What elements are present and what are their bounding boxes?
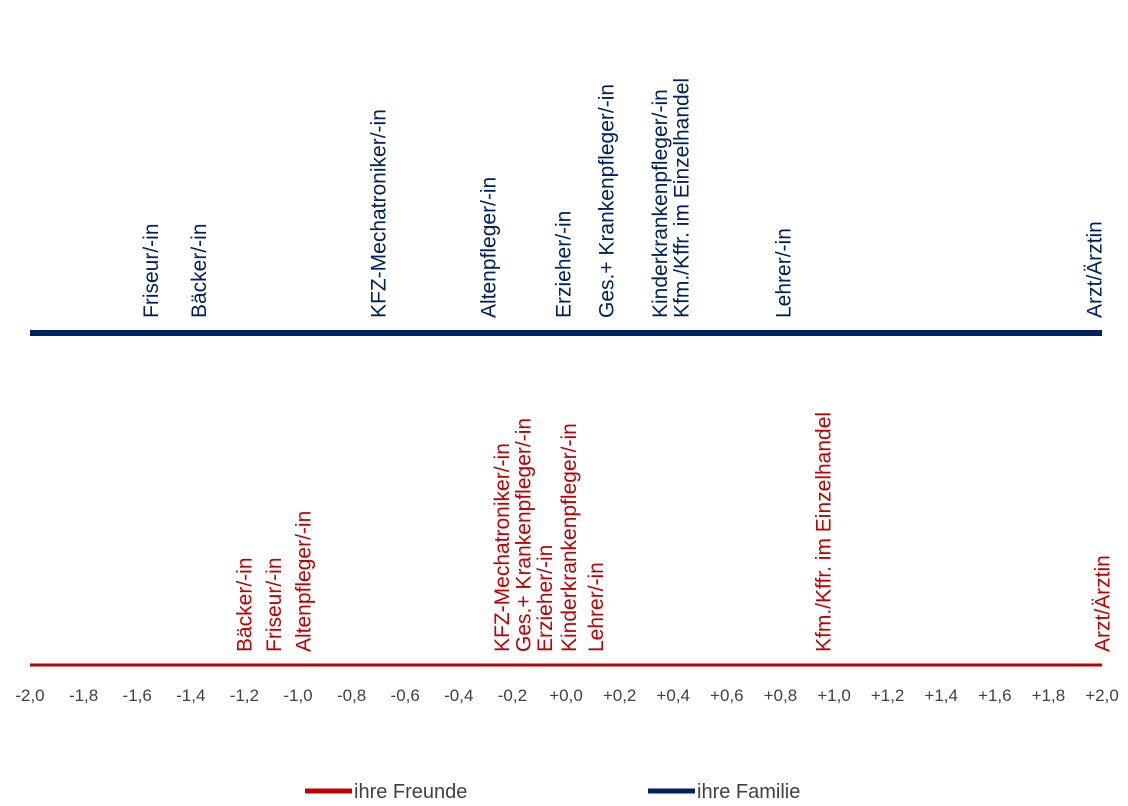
friends-series-labels: Bäcker/-in Friseur/-in Altenpfleger/-in KFZ…	[234, 412, 1115, 652]
x-tick-label: -0,4	[444, 686, 473, 705]
x-tick-label: +0,8	[764, 686, 798, 705]
friends-label-altenpfleger-in: Altenpfleger/-in	[293, 511, 316, 652]
family-label-b-cker-in: Bäcker/-in	[188, 223, 211, 318]
x-tick-label: -0,8	[337, 686, 366, 705]
x-tick-label: -1,6	[123, 686, 152, 705]
friends-label-kfm-kffr-im-einzelhandel: Kfm./Kffr. im Einzelhandel	[813, 412, 836, 652]
friends-label-kinderkrankenpfleger-in: Kinderkrankenpfleger/-in	[558, 423, 581, 652]
family-series-labels: Friseur/-in Bäcker/-in KFZ-Mechatroniker/-…	[140, 78, 1106, 318]
x-tick-label: +0,2	[603, 686, 637, 705]
x-tick-label: -2,0	[15, 686, 44, 705]
x-axis-ticks: -2,0 -1,8 -1,6 -1,4 -1,2 -1,0 -0,8 -0,6 -0,4 -0,2…	[15, 686, 1118, 705]
family-label-lehrer-in: Lehrer/-in	[772, 228, 795, 318]
x-tick-label: -1,8	[69, 686, 98, 705]
x-tick-label: +1,8	[1032, 686, 1066, 705]
friends-label-kfz-mechatroniker-in: KFZ-Mechatroniker/-in	[491, 443, 514, 652]
x-tick-label: +0,4	[656, 686, 690, 705]
x-tick-label: -1,4	[176, 686, 205, 705]
family-label-ges-krankenpfleger-in: Ges.+ Krankenpfleger/-in	[596, 84, 619, 318]
x-tick-label: +1,6	[978, 686, 1012, 705]
legend-label-ihre-familie: ihre Familie	[697, 781, 800, 803]
family-label-arzt-rztin: Arzt/Ärztin	[1083, 221, 1106, 318]
x-tick-label: +1,2	[871, 686, 905, 705]
friends-label-friseur-in: Friseur/-in	[263, 557, 286, 652]
family-label-friseur-in: Friseur/-in	[140, 223, 163, 318]
family-label-kfm-kffr-im-einzelhandel: Kfm./Kffr. im Einzelhandel	[671, 78, 694, 318]
family-label-altenpfleger-in: Altenpfleger/-in	[478, 177, 501, 318]
family-label-erzieher-in: Erzieher/-in	[553, 211, 576, 318]
friends-label-lehrer-in: Lehrer/-in	[585, 562, 608, 652]
x-tick-label: +0,6	[710, 686, 744, 705]
x-tick-label: -1,2	[230, 686, 259, 705]
friends-label-arzt-rztin: Arzt/Ärztin	[1091, 555, 1114, 652]
x-tick-label: -0,6	[391, 686, 420, 705]
x-tick-label: +1,0	[817, 686, 851, 705]
friends-label-ges-krankenpfleger-in: Ges.+ Krankenpfleger/-in	[512, 418, 535, 652]
x-tick-label: +1,4	[924, 686, 958, 705]
x-tick-label: -0,2	[498, 686, 527, 705]
family-label-kfz-mechatroniker-in: KFZ-Mechatroniker/-in	[368, 109, 391, 318]
friends-label-b-cker-in: Bäcker/-in	[234, 557, 257, 652]
x-tick-label: +0,0	[549, 686, 583, 705]
legend-label-ihre-freunde: ihre Freunde	[354, 781, 467, 803]
x-tick-label: -1,0	[283, 686, 312, 705]
family-label-kinderkrankenpfleger-in: Kinderkrankenpfleger/-in	[649, 89, 672, 318]
x-tick-label: +2,0	[1085, 686, 1119, 705]
legend: ihre Freunde ihre Familie	[305, 781, 800, 803]
friends-label-erzieher-in: Erzieher/-in	[534, 545, 557, 652]
